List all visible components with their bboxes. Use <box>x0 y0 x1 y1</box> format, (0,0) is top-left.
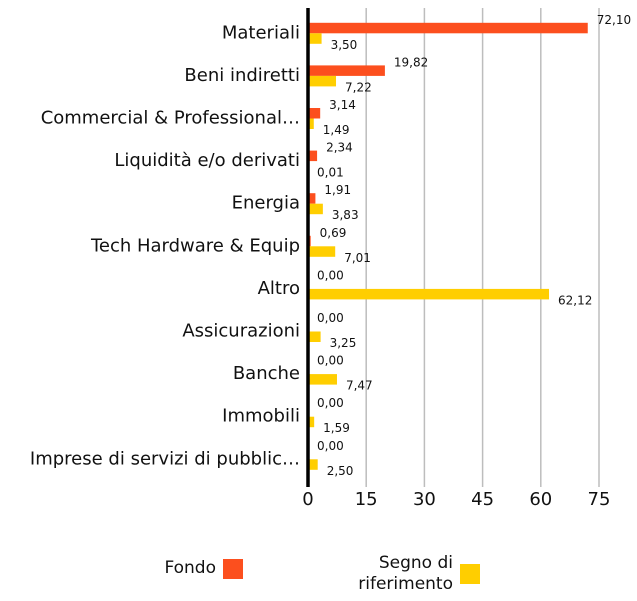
x-tick-label: 30 <box>413 489 436 510</box>
x-tick-label: 60 <box>529 489 552 510</box>
x-tick-label: 45 <box>471 489 494 510</box>
y-tick-label: Assicurazioni <box>182 321 300 342</box>
value-label: 0,00 <box>317 439 344 453</box>
legend-label: Segno di riferimento <box>358 553 453 594</box>
value-label: 72,10 <box>597 13 631 27</box>
y-tick-label: Altro <box>258 278 300 299</box>
value-label: 3,14 <box>329 98 356 112</box>
bar <box>308 416 315 428</box>
y-tick-label: Materiali <box>222 22 300 43</box>
legend-swatch <box>223 558 243 579</box>
bar <box>308 108 321 119</box>
legend-item: Fondo <box>164 558 243 579</box>
bar <box>308 459 318 470</box>
bar <box>308 75 337 87</box>
value-label: 7,01 <box>344 251 371 265</box>
value-label: 0,00 <box>317 396 344 410</box>
y-tick-label: Commercial & Professional… <box>41 108 300 129</box>
value-label: 1,49 <box>323 123 350 137</box>
bar <box>308 288 550 300</box>
value-label: 0,00 <box>317 354 344 368</box>
y-tick-label: Tech Hardware & Equip <box>90 235 300 256</box>
y-tick-label: Imprese di servizi di pubblic… <box>30 448 300 469</box>
y-tick-label: Beni indiretti <box>184 65 300 86</box>
value-label: 2,34 <box>326 141 353 155</box>
value-label: 0,00 <box>317 311 344 325</box>
bar <box>308 65 385 76</box>
legend-label: Fondo <box>164 558 216 578</box>
y-tick-label: Banche <box>233 363 300 384</box>
value-label: 7,47 <box>346 379 373 393</box>
value-label: 2,50 <box>327 464 354 478</box>
bar <box>308 193 316 204</box>
bar <box>308 118 314 129</box>
x-tick-label: 75 <box>588 489 611 510</box>
value-label: 3,50 <box>331 38 358 52</box>
x-tick-label: 0 <box>302 489 313 510</box>
bar <box>308 33 322 44</box>
value-label: 19,82 <box>394 55 428 69</box>
x-tick-label: 15 <box>355 489 378 510</box>
bar <box>308 203 323 215</box>
y-tick-label: Energia <box>232 193 300 214</box>
value-label: 0,69 <box>320 226 347 240</box>
value-label: 3,83 <box>332 208 359 222</box>
value-label: 7,22 <box>345 80 372 94</box>
value-label: 1,59 <box>323 421 350 435</box>
y-tick-label: Immobili <box>222 406 300 427</box>
bar <box>308 246 336 257</box>
legend-item: Segno di riferimento <box>343 553 480 595</box>
bar <box>308 22 588 34</box>
legend-swatch <box>460 564 480 584</box>
value-label: 62,12 <box>558 293 592 307</box>
value-label: 0,00 <box>317 268 344 282</box>
value-label: 3,25 <box>330 336 357 350</box>
bar <box>308 150 318 162</box>
bar <box>308 374 337 385</box>
value-label: 1,91 <box>324 183 351 197</box>
bar <box>308 331 321 342</box>
value-label: 0,01 <box>317 166 344 180</box>
chart: 0 15 30 45 60 75 Materiali 72,10 3,50 Beni indire… <box>30 8 631 510</box>
y-tick-label: Liquidità e/o derivati <box>114 150 300 171</box>
